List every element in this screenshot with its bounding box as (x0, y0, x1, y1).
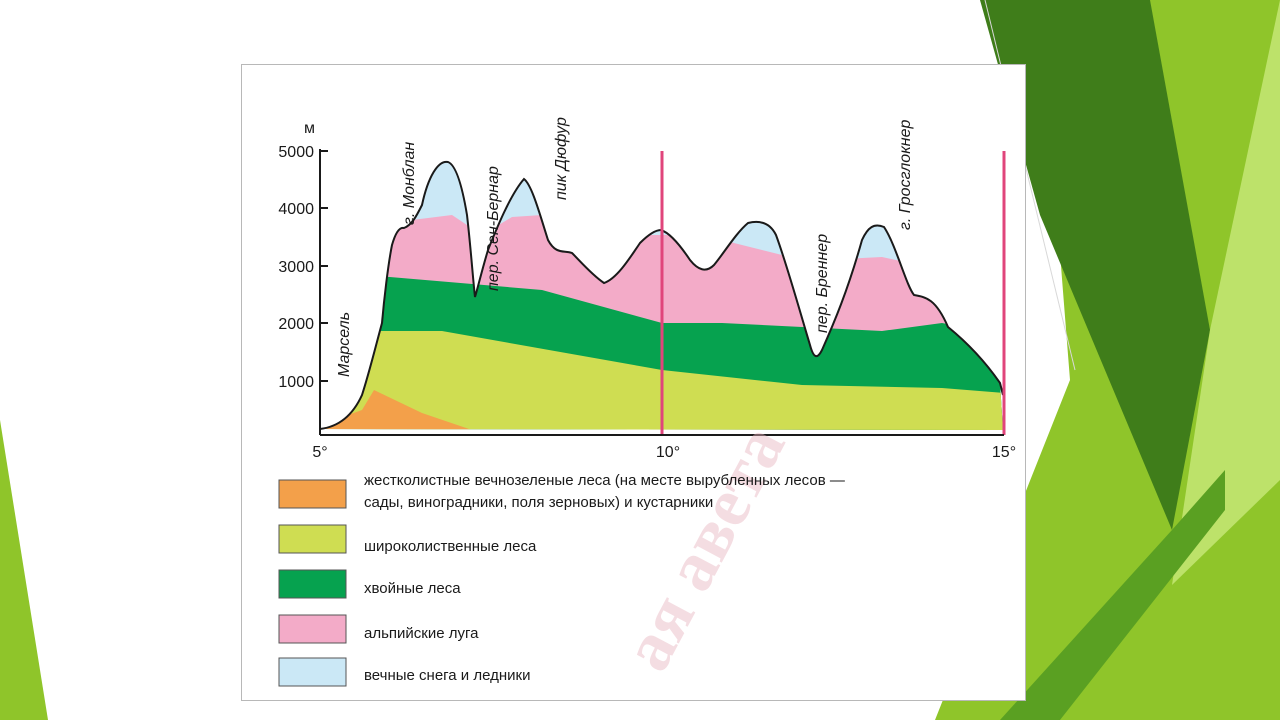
legend-label-coniferous: хвойные леса (364, 580, 461, 597)
place-label-dufour-peak: пик Дюфур (553, 117, 570, 200)
legend-swatch-coniferous (278, 569, 347, 599)
y-tick-label-2000: 2000 (278, 316, 314, 333)
legend-label-snow: вечные снега и ледники (364, 667, 530, 684)
legend-swatch-sclerophyll (278, 479, 347, 509)
vegetation-profile-figure: м 5000 4000 3000 2000 1000 5° 10° 15° Ма… (241, 64, 1026, 701)
x-tick-label-5: 5° (312, 444, 327, 461)
legend-swatch-alpine-meadows (278, 614, 347, 644)
y-tick-label-1000: 1000 (278, 374, 314, 391)
alps-profile-diagram: м 5000 4000 3000 2000 1000 5° 10° 15° Ма… (278, 117, 1016, 687)
y-tick-label-5000: 5000 (278, 144, 314, 161)
x-tick-label-10: 10° (656, 444, 680, 461)
legend-label-sclerophyll-line1: жестколистные вечнозеленые леса (на мест… (364, 472, 845, 489)
legend: жестколистные вечнозеленые леса (на мест… (278, 472, 845, 687)
right-pale-green-shape (1172, 0, 1280, 585)
right-dark-green-shape (980, 0, 1210, 530)
x-tick-label-15: 15° (992, 444, 1016, 461)
place-label-marseille: Марсель (336, 312, 353, 377)
band-sclerophyll (320, 390, 482, 431)
y-tick-label-3000: 3000 (278, 259, 314, 276)
legend-label-alpine-meadows: альпийские луга (364, 625, 479, 642)
slide-thin-line (984, 0, 1076, 371)
place-label-grossglockner: г. Гросглокнер (897, 120, 914, 230)
watermark: ая авета (608, 413, 800, 683)
legend-swatch-snow (278, 657, 347, 687)
place-label-mont-blanc: г. Монблан (401, 142, 418, 225)
legend-label-sclerophyll-line2: сады, виноградники, поля зерновых) и кус… (364, 494, 713, 511)
y-axis-unit: м (304, 120, 315, 137)
left-green-shape (0, 420, 48, 720)
legend-swatch-broadleaf (278, 524, 347, 554)
place-label-st-bernard-pass: пер. Сен-Бернар (485, 166, 502, 291)
y-tick-label-4000: 4000 (278, 201, 314, 218)
mountain-profile-outline (319, 160, 1004, 430)
legend-label-broadleaf: широколиственные леса (364, 538, 537, 555)
place-label-brenner-pass: пер. Бреннер (814, 234, 831, 333)
